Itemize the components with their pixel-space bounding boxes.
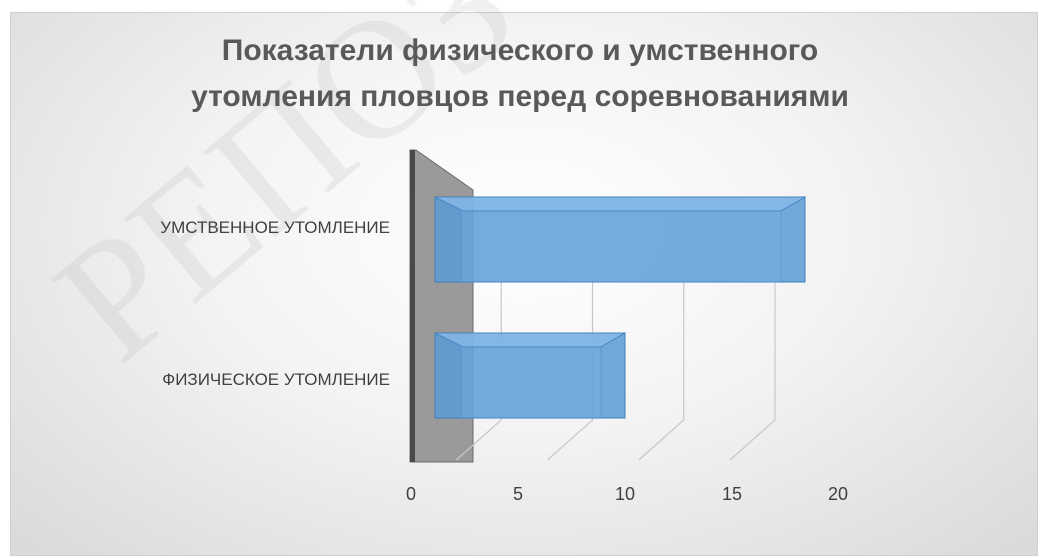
bar-face-0: [460, 346, 602, 419]
x-tick-label-15: 15: [722, 484, 742, 504]
bar-top-0: [434, 332, 627, 348]
chart-title-line-1: Показатели физического и умственного: [221, 34, 819, 67]
x-tick-label-0: 0: [406, 484, 416, 504]
chart-title: Показатели физического и умственного уто…: [0, 28, 1040, 120]
gridline-10: [547, 282, 594, 461]
gridline-15: [638, 282, 685, 461]
bar-top-1: [434, 196, 807, 212]
gridline-5: [455, 282, 502, 461]
chart-area: [10, 12, 1038, 556]
category-label-1: УМСТВЕННОЕ УТОМЛЕНИЕ: [160, 218, 390, 237]
gridline-20: [729, 282, 776, 461]
x-tick-label-5: 5: [513, 484, 523, 504]
category-label-0: ФИЗИЧЕСКОЕ УТОМЛЕНИЕ: [162, 370, 390, 389]
x-tick-label-20: 20: [828, 484, 848, 504]
chart-title-line-2: утомления пловцов перед соревнованиями: [191, 80, 849, 113]
axis-line: [410, 150, 415, 462]
bar-face-1: [460, 210, 782, 283]
x-tick-label-10: 10: [615, 484, 635, 504]
